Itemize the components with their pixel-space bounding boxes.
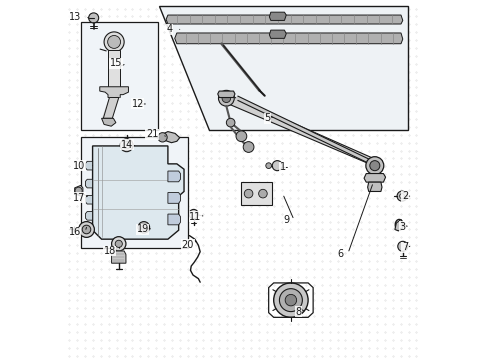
Polygon shape (108, 50, 120, 94)
Text: 18: 18 (104, 246, 116, 256)
Polygon shape (74, 185, 83, 196)
Bar (81, 137, 188, 248)
Polygon shape (85, 212, 93, 220)
Text: 20: 20 (182, 239, 194, 249)
Bar (81, 22, 158, 130)
Circle shape (115, 240, 122, 247)
Circle shape (219, 90, 234, 106)
Polygon shape (100, 87, 128, 98)
Circle shape (243, 141, 254, 152)
Polygon shape (101, 118, 116, 126)
Circle shape (141, 225, 147, 230)
Text: 17: 17 (73, 193, 85, 203)
Text: 5: 5 (265, 113, 271, 123)
Circle shape (222, 94, 231, 103)
Circle shape (112, 237, 126, 251)
Text: 12: 12 (131, 99, 144, 109)
Polygon shape (168, 171, 180, 182)
Polygon shape (270, 30, 286, 39)
Circle shape (82, 225, 91, 234)
Text: 13: 13 (69, 12, 81, 22)
Circle shape (285, 294, 296, 306)
Text: 15: 15 (110, 58, 122, 68)
Polygon shape (85, 161, 93, 170)
Circle shape (279, 289, 302, 312)
Polygon shape (168, 193, 180, 203)
Text: 14: 14 (121, 140, 133, 150)
Circle shape (158, 133, 167, 142)
Text: 3: 3 (399, 222, 406, 231)
Circle shape (272, 161, 282, 171)
Circle shape (75, 187, 82, 194)
Polygon shape (159, 6, 408, 130)
Bar (242, 182, 272, 205)
Circle shape (123, 141, 130, 149)
Text: 9: 9 (284, 215, 290, 225)
Circle shape (138, 222, 149, 233)
Circle shape (189, 210, 198, 219)
Text: 21: 21 (146, 129, 158, 139)
Circle shape (274, 283, 308, 318)
Polygon shape (85, 179, 93, 188)
Polygon shape (368, 182, 382, 192)
Circle shape (398, 241, 408, 251)
Text: 4: 4 (167, 24, 172, 35)
Circle shape (397, 191, 407, 201)
Circle shape (370, 161, 380, 171)
Polygon shape (270, 12, 286, 21)
Text: 16: 16 (69, 227, 81, 237)
Text: 1: 1 (280, 162, 286, 172)
Circle shape (266, 163, 271, 168)
Circle shape (89, 13, 98, 23)
Text: 11: 11 (189, 212, 201, 221)
Polygon shape (168, 214, 180, 225)
Circle shape (108, 36, 121, 48)
Circle shape (245, 189, 253, 198)
Polygon shape (166, 15, 403, 24)
Circle shape (226, 118, 235, 127)
Polygon shape (103, 98, 119, 118)
Polygon shape (85, 195, 93, 204)
Circle shape (259, 189, 267, 198)
Polygon shape (93, 146, 184, 239)
Text: 10: 10 (73, 161, 85, 171)
Text: 7: 7 (402, 242, 408, 252)
Polygon shape (112, 251, 126, 263)
Text: 2: 2 (402, 191, 408, 201)
Polygon shape (163, 132, 180, 143)
Text: 19: 19 (137, 225, 149, 234)
Polygon shape (395, 220, 403, 231)
Text: 6: 6 (338, 248, 343, 258)
Circle shape (78, 222, 95, 237)
Circle shape (366, 157, 384, 175)
Polygon shape (175, 33, 403, 44)
Circle shape (236, 131, 247, 141)
Text: 8: 8 (295, 307, 302, 317)
Polygon shape (364, 174, 386, 182)
Circle shape (120, 139, 133, 152)
Polygon shape (218, 91, 235, 98)
Circle shape (104, 32, 124, 52)
Polygon shape (220, 94, 378, 167)
